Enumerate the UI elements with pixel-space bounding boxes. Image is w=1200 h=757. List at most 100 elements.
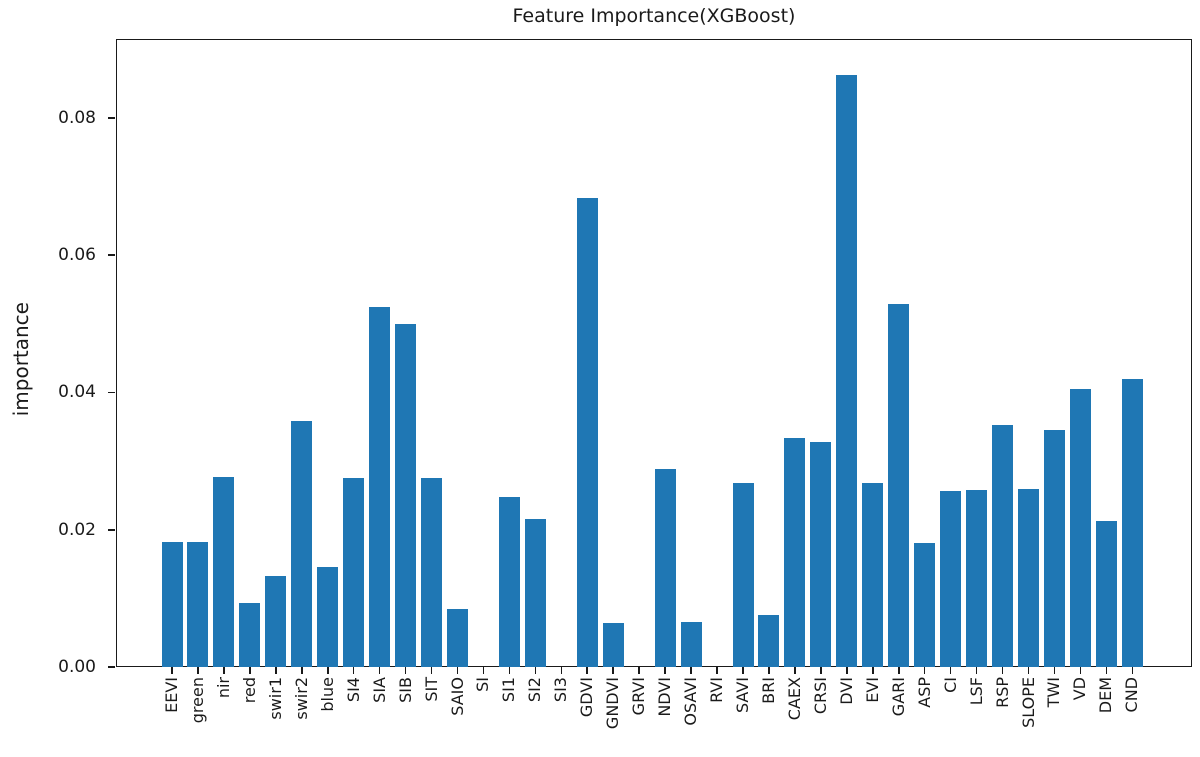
x-tick-label: BRI: [758, 677, 778, 704]
x-tick-mark: [794, 667, 796, 674]
bar-CND: [1121, 379, 1143, 667]
x-tick-mark: [378, 667, 381, 674]
x-tick-label: EVI: [862, 677, 882, 703]
bar-red: [239, 603, 261, 667]
x-tick-mark: [300, 667, 303, 674]
x-tick-label: LSF: [966, 677, 986, 706]
x-tick-label: SAIO: [447, 677, 467, 716]
bar-CAEX: [784, 437, 806, 667]
x-tick-label: CND: [1122, 677, 1142, 713]
x-tick-label: swir2: [291, 677, 311, 720]
x-tick-mark: [716, 667, 718, 674]
x-tick-mark: [586, 667, 589, 674]
bar-swir1: [265, 576, 287, 667]
bar-CRSI: [810, 441, 832, 667]
x-tick-label: OSAVI: [681, 677, 701, 726]
x-tick-mark: [612, 667, 615, 674]
x-tick-label: SIT: [421, 677, 441, 702]
x-tick-mark: [171, 667, 173, 674]
x-tick-mark: [975, 667, 978, 674]
bar-SIT: [421, 478, 443, 667]
bar-ASP: [914, 543, 936, 667]
x-tick-mark: [897, 667, 900, 674]
x-tick-label: VD: [1070, 677, 1090, 701]
bar-TWI: [1043, 430, 1065, 667]
x-tick-label: green: [187, 677, 207, 724]
x-tick-label: RSP: [992, 677, 1012, 708]
y-tick-mark: [108, 254, 115, 256]
x-tick-mark: [949, 667, 952, 674]
x-tick-mark: [638, 667, 640, 674]
x-tick-label: SLOPE: [1018, 677, 1038, 728]
x-tick-label: EEVI: [162, 677, 181, 713]
y-tick-mark: [108, 117, 115, 119]
x-tick-mark: [742, 667, 744, 674]
bar-BRI: [758, 614, 780, 667]
bar-SI2: [524, 519, 546, 667]
x-tick-mark: [1027, 667, 1030, 674]
bar-nir: [213, 476, 235, 667]
x-tick-label: DEM: [1096, 677, 1116, 714]
x-tick-mark: [1053, 667, 1056, 674]
bar-EVI: [862, 483, 884, 667]
bar-OSAVI: [680, 621, 702, 667]
x-tick-label: NDVI: [655, 677, 675, 717]
x-tick-mark: [846, 667, 848, 674]
bar-green: [187, 542, 209, 667]
x-tick-label: SI4: [343, 677, 363, 703]
x-tick-mark: [275, 667, 277, 674]
x-tick-label: CI: [940, 677, 960, 693]
chart-title: Feature Importance(XGBoost): [512, 5, 796, 27]
x-tick-mark: [430, 667, 433, 674]
x-tick-label: red: [239, 677, 259, 704]
bar-blue: [317, 567, 339, 667]
bar-SAIO: [447, 608, 468, 667]
bar-SLOPE: [1018, 489, 1039, 667]
y-tick-label: 0.04: [58, 382, 96, 403]
x-tick-label: GARI: [888, 677, 908, 717]
x-tick-label: SI2: [525, 677, 545, 703]
x-tick-mark: [404, 667, 407, 674]
bar-RSP: [992, 425, 1014, 667]
x-tick-mark: [456, 667, 459, 674]
y-tick-mark: [108, 666, 115, 668]
x-tick-label: GNDVI: [603, 677, 623, 730]
bar-GDVI: [576, 197, 598, 667]
x-tick-label: SAVI: [733, 677, 752, 714]
x-tick-label: RVI: [707, 677, 727, 703]
x-tick-mark: [223, 667, 225, 674]
x-tick-mark: [352, 667, 355, 674]
bar-GNDVI: [602, 623, 624, 667]
x-tick-mark: [249, 667, 251, 674]
bar-EEVI: [161, 542, 183, 667]
bar-swir2: [291, 420, 313, 667]
y-tick-label: 0.06: [58, 245, 96, 266]
x-tick-label: blue: [317, 677, 337, 712]
bar-SIB: [395, 323, 417, 667]
x-tick-mark: [534, 667, 537, 674]
x-tick-mark: [560, 667, 563, 674]
x-tick-mark: [820, 667, 822, 674]
x-tick-mark: [768, 667, 770, 674]
bar-LSF: [966, 489, 988, 667]
x-tick-mark: [482, 667, 485, 674]
x-tick-mark: [1131, 667, 1134, 674]
x-tick-mark: [326, 667, 329, 674]
x-tick-label: ASP: [914, 677, 934, 708]
x-tick-mark: [1001, 667, 1004, 674]
x-tick-label: SI1: [499, 677, 519, 703]
x-tick-label: SIB: [395, 677, 415, 703]
x-tick-label: CRSI: [810, 677, 830, 715]
bar-VD: [1069, 389, 1091, 667]
bar-DVI: [836, 75, 858, 667]
bar-CI: [940, 490, 962, 667]
x-tick-label: GRVI: [629, 677, 649, 716]
x-tick-label: nir: [213, 677, 233, 699]
x-tick-label: SI: [473, 677, 493, 692]
bar-SAVI: [732, 483, 754, 667]
y-tick-label: 0.08: [58, 107, 96, 128]
x-tick-mark: [1079, 667, 1082, 674]
x-tick-label: TWI: [1044, 677, 1064, 708]
bar-NDVI: [654, 469, 676, 667]
